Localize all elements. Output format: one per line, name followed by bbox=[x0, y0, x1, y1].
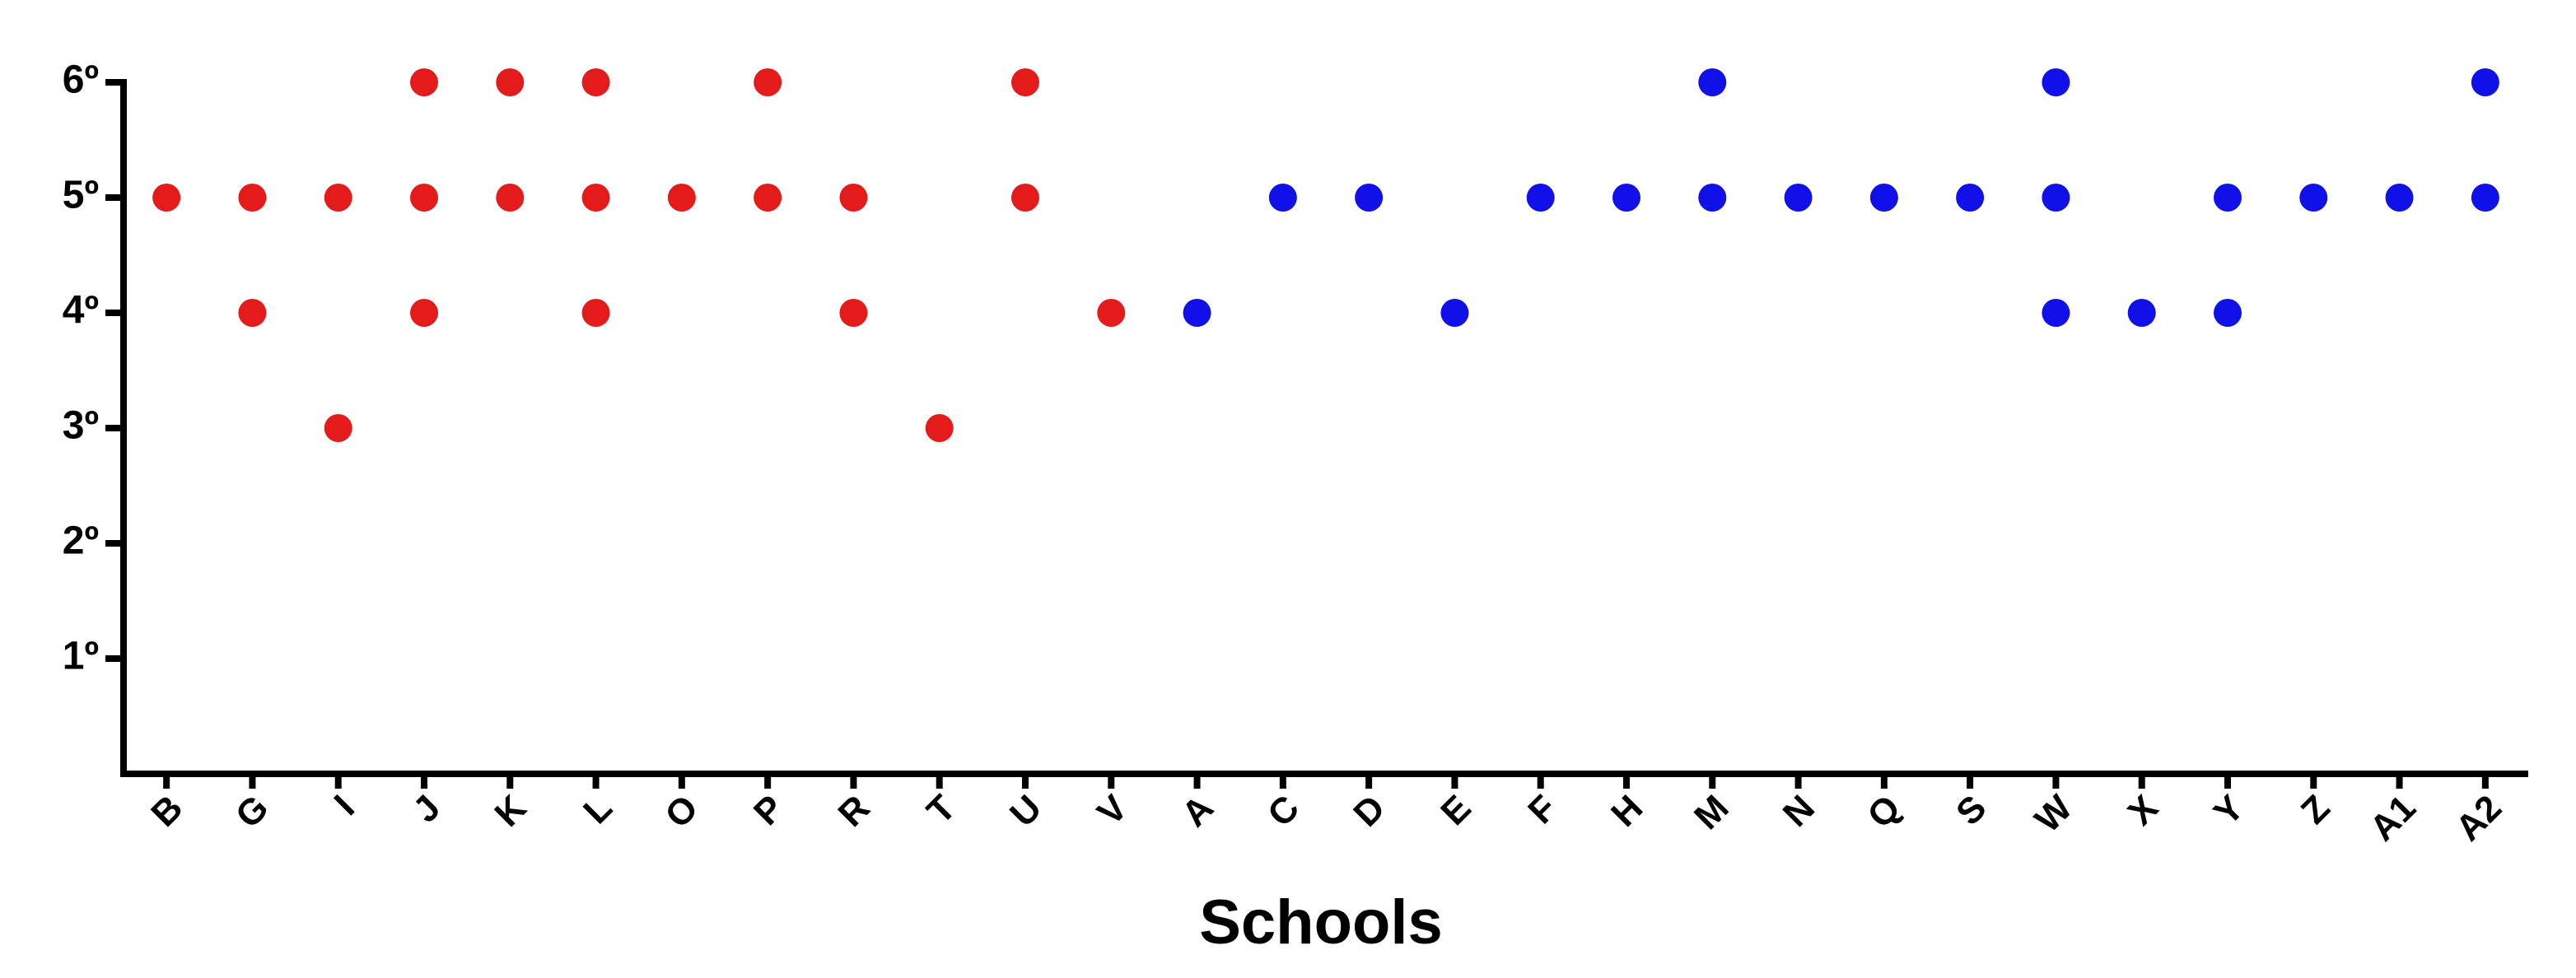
x-tick-label: R bbox=[831, 788, 878, 835]
dot bbox=[496, 184, 525, 212]
x-tick-label: N bbox=[1776, 788, 1822, 835]
x-tick-label: Z bbox=[2294, 788, 2338, 832]
dot bbox=[839, 184, 868, 212]
x-tick-label: D bbox=[1346, 788, 1393, 835]
x-tick-label: V bbox=[1090, 787, 1136, 833]
x-tick-label: F bbox=[1520, 788, 1565, 832]
x-tick-label: S bbox=[1948, 788, 1994, 833]
x-tick-label: Y bbox=[2206, 788, 2252, 833]
x-tick-label: W bbox=[2028, 787, 2080, 840]
x-tick-label: C bbox=[1260, 788, 1307, 835]
dot bbox=[1784, 184, 1813, 212]
dot bbox=[581, 299, 610, 327]
dot bbox=[2471, 68, 2499, 96]
y-tick-label: 2º bbox=[63, 519, 99, 563]
y-tick-label: 3º bbox=[63, 404, 99, 448]
x-tick-label: P bbox=[746, 788, 791, 833]
dot bbox=[925, 414, 954, 442]
dot bbox=[1612, 184, 1640, 212]
dot bbox=[1869, 184, 1898, 212]
dot bbox=[496, 68, 525, 96]
dot bbox=[1526, 184, 1555, 212]
dot bbox=[581, 68, 610, 96]
dot bbox=[2042, 68, 2070, 96]
dot bbox=[2042, 299, 2070, 327]
x-tick-label: T bbox=[919, 788, 964, 832]
y-tick-label: 5º bbox=[63, 174, 99, 217]
dot bbox=[1011, 184, 1039, 212]
x-tick-label: B bbox=[143, 788, 190, 835]
x-tick-label: H bbox=[1603, 788, 1650, 835]
dot bbox=[1698, 68, 1727, 96]
dot bbox=[1097, 299, 1126, 327]
x-tick-label: G bbox=[228, 788, 277, 836]
dot bbox=[2471, 184, 2499, 212]
dot bbox=[410, 184, 438, 212]
x-tick-label: O bbox=[657, 788, 706, 836]
dot bbox=[581, 184, 610, 212]
dot bbox=[1956, 184, 1985, 212]
y-tick-label: 1º bbox=[63, 635, 99, 678]
dot bbox=[667, 184, 696, 212]
dot bbox=[410, 68, 438, 96]
x-tick-label: M bbox=[1687, 788, 1737, 838]
x-tick-label: A1 bbox=[2362, 788, 2423, 849]
x-tick-label: I bbox=[327, 788, 362, 823]
dot bbox=[1268, 184, 1297, 212]
dot bbox=[324, 414, 352, 442]
x-tick-label: L bbox=[576, 788, 620, 832]
dot bbox=[2299, 184, 2328, 212]
dot bbox=[2214, 184, 2242, 212]
dot bbox=[2042, 184, 2070, 212]
dot bbox=[238, 184, 267, 212]
dot bbox=[410, 299, 438, 327]
y-tick-label: 6º bbox=[63, 58, 99, 102]
x-axis-title: Schools bbox=[1199, 887, 1443, 957]
dot bbox=[754, 68, 782, 96]
dot bbox=[2127, 299, 2156, 327]
dot bbox=[754, 184, 782, 212]
dot bbox=[1011, 68, 1039, 96]
dot bbox=[238, 299, 267, 327]
dot bbox=[1183, 299, 1211, 327]
x-tick-label: K bbox=[487, 787, 534, 834]
dot bbox=[152, 184, 181, 212]
x-tick-label: A bbox=[1174, 788, 1221, 835]
dot bbox=[2385, 184, 2414, 212]
dot bbox=[1698, 184, 1727, 212]
dot bbox=[1355, 184, 1384, 212]
dot bbox=[2214, 299, 2242, 327]
dot bbox=[1440, 299, 1469, 327]
x-tick-label: A2 bbox=[2448, 788, 2509, 849]
y-tick-label: 4º bbox=[63, 289, 99, 333]
x-tick-label: U bbox=[1002, 788, 1049, 835]
dot bbox=[324, 184, 352, 212]
x-tick-label: Q bbox=[1860, 788, 1908, 836]
x-tick-label: X bbox=[2121, 788, 2166, 833]
dot bbox=[839, 299, 868, 327]
x-tick-label: J bbox=[405, 788, 448, 831]
x-tick-label: E bbox=[1433, 788, 1478, 833]
